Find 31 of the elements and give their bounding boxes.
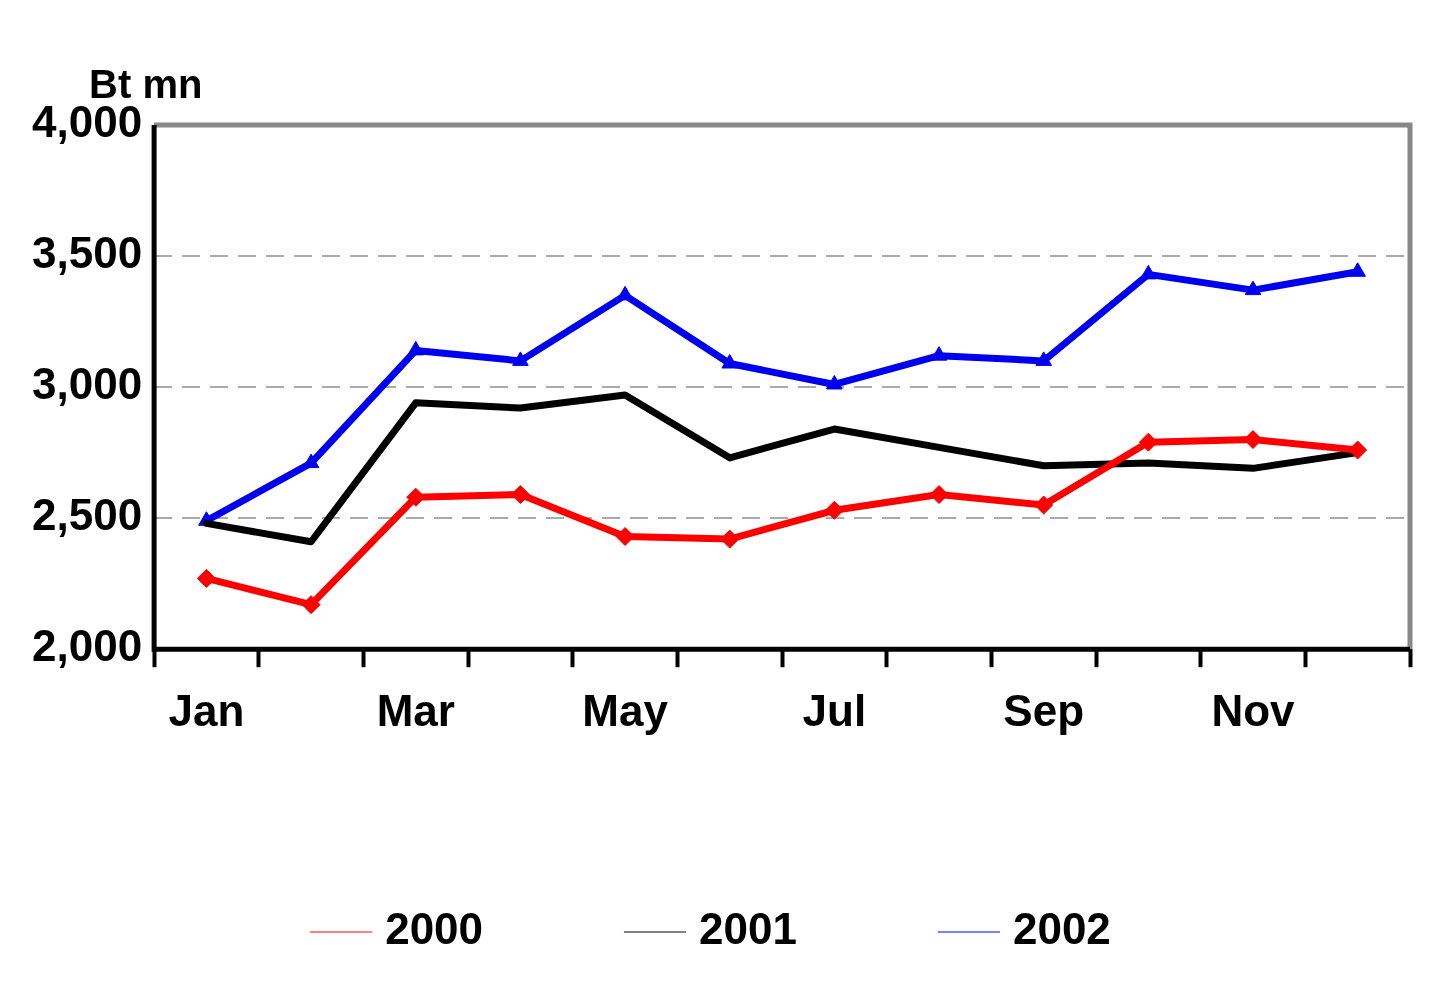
point (929, 485, 949, 505)
x-tick-label: May (582, 685, 669, 735)
y-tick-label: 2,500 (32, 490, 143, 540)
point (1243, 430, 1263, 450)
point (1349, 262, 1366, 277)
point (720, 529, 740, 549)
x-tick-label: Nov (1211, 685, 1296, 735)
x-tick-label: Mar (376, 685, 455, 735)
x-tick-label: Sep (1003, 685, 1085, 735)
legend-label: 2000 (385, 904, 484, 954)
point (615, 527, 635, 546)
point (512, 351, 529, 366)
point (824, 500, 844, 520)
y-tick-label: 3,000 (32, 359, 143, 409)
point (196, 568, 216, 588)
legend-label: 2001 (699, 904, 797, 954)
point (1138, 432, 1158, 452)
point (301, 595, 321, 615)
point (1244, 280, 1262, 296)
point (826, 374, 843, 390)
point (1140, 264, 1157, 280)
point (721, 354, 739, 369)
x-tick-label: Jul (802, 685, 867, 735)
y-tick-label: 2,000 (32, 621, 143, 671)
point (1035, 351, 1052, 366)
legend-label: 2002 (1012, 904, 1111, 954)
point (1348, 440, 1368, 460)
point (407, 340, 425, 356)
y-tick-label: 3,500 (32, 228, 143, 278)
point (1034, 495, 1054, 515)
x-tick-label: Jan (168, 685, 245, 735)
